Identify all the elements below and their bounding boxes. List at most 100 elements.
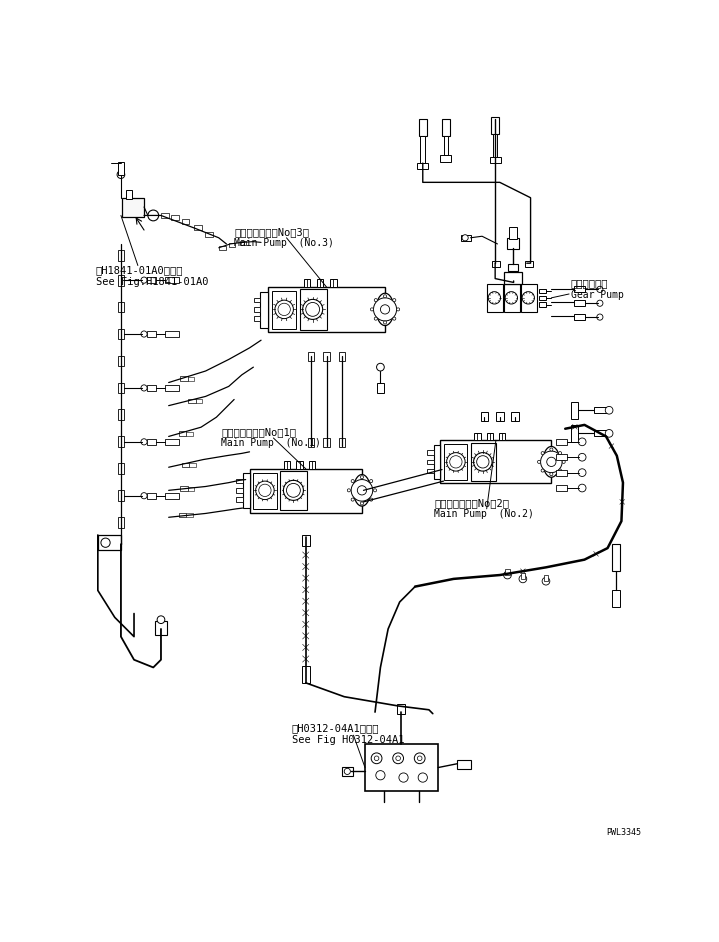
Bar [229,243,235,247]
Bar [539,288,546,293]
Circle shape [541,451,544,455]
Text: See Fig H0312-04A1: See Fig H0312-04A1 [292,735,404,745]
Circle shape [550,473,553,476]
Circle shape [371,753,382,764]
Bar [612,591,620,608]
Circle shape [141,493,147,499]
Bar [442,120,449,137]
Bar [165,385,179,391]
Bar [441,155,452,161]
Text: See Fig.H1841-01A0: See Fig.H1841-01A0 [96,277,208,287]
Bar [342,767,353,776]
Bar [165,439,179,445]
Circle shape [519,575,527,583]
Bar [186,431,193,435]
Bar [155,621,167,635]
Bar [499,432,505,440]
Bar [539,302,546,307]
Bar [457,760,471,769]
Bar [268,287,385,333]
Ellipse shape [543,447,560,478]
Bar [118,491,124,501]
Bar [508,264,518,271]
Circle shape [414,753,425,764]
Circle shape [101,538,110,547]
Circle shape [370,308,373,311]
Circle shape [505,292,518,304]
Bar [308,438,314,447]
Bar [441,440,551,483]
Circle shape [542,577,550,585]
Text: Main Pump  (No.1): Main Pump (No.1) [221,438,321,448]
Bar [556,469,567,476]
Circle shape [541,469,544,472]
Bar [302,535,310,545]
Bar [147,331,156,337]
Bar [249,469,362,512]
Bar [544,575,549,581]
Bar [118,382,124,394]
Circle shape [399,773,408,782]
Ellipse shape [376,293,394,326]
Circle shape [370,498,372,501]
Bar [574,300,585,306]
Circle shape [376,771,385,780]
Circle shape [393,299,396,301]
Bar [147,439,156,445]
Circle shape [375,756,379,760]
Circle shape [446,452,465,471]
Circle shape [347,489,350,492]
Circle shape [559,469,562,472]
Bar [118,517,124,528]
Bar [126,190,132,200]
Bar [260,292,268,328]
Bar [365,744,438,790]
Bar [302,666,310,683]
Bar [507,237,519,249]
Bar [118,436,124,447]
Bar [427,469,434,474]
Bar [253,473,278,509]
Bar [556,439,567,445]
Bar [324,438,329,447]
Bar [521,284,536,312]
Bar [239,241,246,245]
Circle shape [488,292,500,304]
Bar [182,219,190,224]
Bar [460,235,471,241]
Bar [511,412,519,421]
Circle shape [141,277,147,284]
Circle shape [360,476,364,479]
Circle shape [141,331,147,337]
Bar [304,280,311,287]
Bar [122,198,144,217]
Circle shape [462,235,468,241]
Circle shape [351,479,354,482]
Circle shape [477,456,489,468]
Circle shape [393,317,396,320]
Circle shape [351,479,372,501]
Bar [118,410,124,420]
Bar [571,402,578,419]
Circle shape [578,469,586,477]
Text: メインポンプ（No．2）: メインポンプ（No．2） [434,498,509,508]
Circle shape [373,298,397,321]
Bar [339,351,345,361]
Circle shape [344,769,350,774]
Bar [296,461,303,469]
Circle shape [541,451,562,473]
Text: Gear Pump: Gear Pump [571,290,623,300]
Circle shape [597,314,603,320]
Bar [147,493,156,499]
Bar [219,246,226,250]
Bar [179,431,186,435]
Bar [539,296,546,300]
Bar [237,479,242,483]
Circle shape [578,453,586,461]
Circle shape [597,286,603,292]
Circle shape [148,210,159,220]
Circle shape [578,484,586,492]
Circle shape [396,756,400,760]
Text: PWL3345: PWL3345 [606,828,641,836]
Bar [594,407,608,414]
